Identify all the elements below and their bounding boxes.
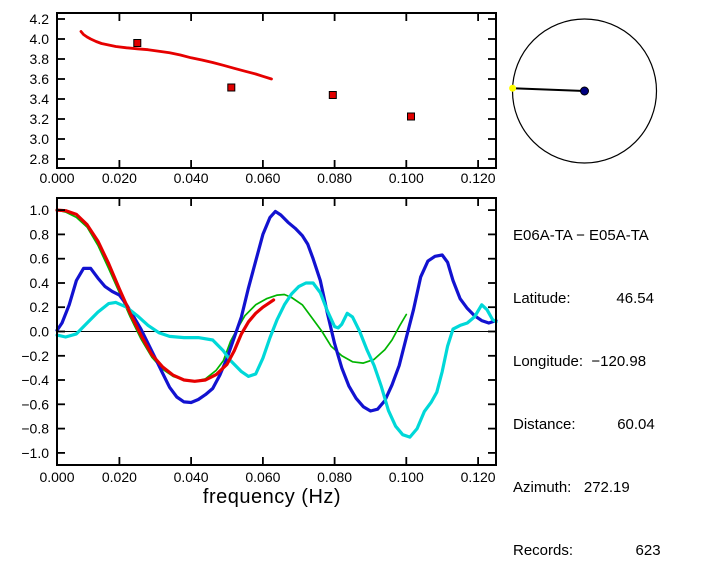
x-tick-label: 0.040 xyxy=(174,469,209,485)
series-blue-curve xyxy=(55,209,498,413)
x-axis-title: frequency (Hz) xyxy=(203,486,341,508)
y-tick-label: 3.0 xyxy=(30,131,50,147)
x-tick-label: 0.120 xyxy=(461,170,496,186)
y-tick-label: −0.4 xyxy=(21,372,49,388)
longitude-row: Longitude: −120.98 xyxy=(513,353,647,370)
y-tick-label: 3.6 xyxy=(30,71,50,87)
y-tick-label: −1.0 xyxy=(21,445,49,461)
x-tick-label: 0.060 xyxy=(245,170,280,186)
x-tick-label: 0.060 xyxy=(245,469,280,485)
y-tick-label: −0.6 xyxy=(21,396,49,412)
distance-row: Distance: 60.04 xyxy=(513,416,655,433)
y-tick-label: 3.8 xyxy=(30,51,50,67)
azimuth-row: Azimuth: 272.19 xyxy=(513,479,630,496)
x-tick-label: 0.120 xyxy=(461,469,496,485)
y-tick-label: −0.2 xyxy=(21,348,49,364)
x-tick-label: 0.020 xyxy=(102,469,137,485)
y-tick-label: 4.2 xyxy=(30,11,50,27)
records-row: Records: 623 xyxy=(513,542,661,559)
series-red-curve xyxy=(55,208,276,383)
y-tick-label: 4.0 xyxy=(30,31,50,47)
x-tick-label: 0.020 xyxy=(102,170,137,186)
x-tick-label: 0.000 xyxy=(39,469,74,485)
dispersion-chart: 0.000 0.020 0.040 0.060 0.080 0.100 0.120 2.8 3.… xyxy=(30,11,497,186)
y-tick-label: 3.4 xyxy=(30,91,50,107)
plot-frame xyxy=(56,12,497,169)
y-tick-label: −0.8 xyxy=(21,421,49,437)
y-tick-label: 3.2 xyxy=(30,111,50,127)
y-tick-label: 0.2 xyxy=(30,299,50,315)
station-center-dot xyxy=(580,86,589,96)
azimuth-circle-chart xyxy=(509,18,658,164)
marker-dispersion-picks xyxy=(407,112,415,121)
y-tick-label: 0.4 xyxy=(30,275,50,291)
azimuth-direction-dot xyxy=(509,84,517,92)
marker-dispersion-picks xyxy=(328,91,337,99)
y-tick-label: 1.0 xyxy=(30,202,50,218)
x-tick-label: 0.100 xyxy=(389,170,424,186)
plot-window: { "page": { "background": "#ffffff" }, "… xyxy=(21,11,661,559)
x-tick-label: 0.040 xyxy=(174,170,209,186)
series-cyan-curve xyxy=(55,281,498,439)
correlation-chart: frequency (Hz) 0.000 0.020 0.040 0.060 0.080… xyxy=(21,197,498,508)
series-dispersion-model-curve xyxy=(79,30,273,81)
latitude-row: Latitude: 46.54 xyxy=(513,290,654,307)
x-tick-label: 0.100 xyxy=(389,469,424,485)
y-tick-label: 2.8 xyxy=(30,151,50,167)
azimuth-line xyxy=(512,87,585,92)
y-tick-label: 0.0 xyxy=(30,324,50,340)
marker-dispersion-picks xyxy=(227,83,236,92)
x-tick-label: 0.080 xyxy=(317,170,352,186)
y-tick-label: 0.8 xyxy=(30,226,50,242)
station-pair-title: E06A-TA − E05A-TA xyxy=(513,227,649,244)
x-tick-label: 0.080 xyxy=(317,469,352,485)
marker-dispersion-picks xyxy=(133,39,142,47)
x-tick-label: 0.000 xyxy=(39,170,74,186)
station-info-panel: E06A-TA − E05A-TA Latitude: 46.54 Longit… xyxy=(513,183,661,582)
y-tick-label: 0.6 xyxy=(30,251,50,267)
